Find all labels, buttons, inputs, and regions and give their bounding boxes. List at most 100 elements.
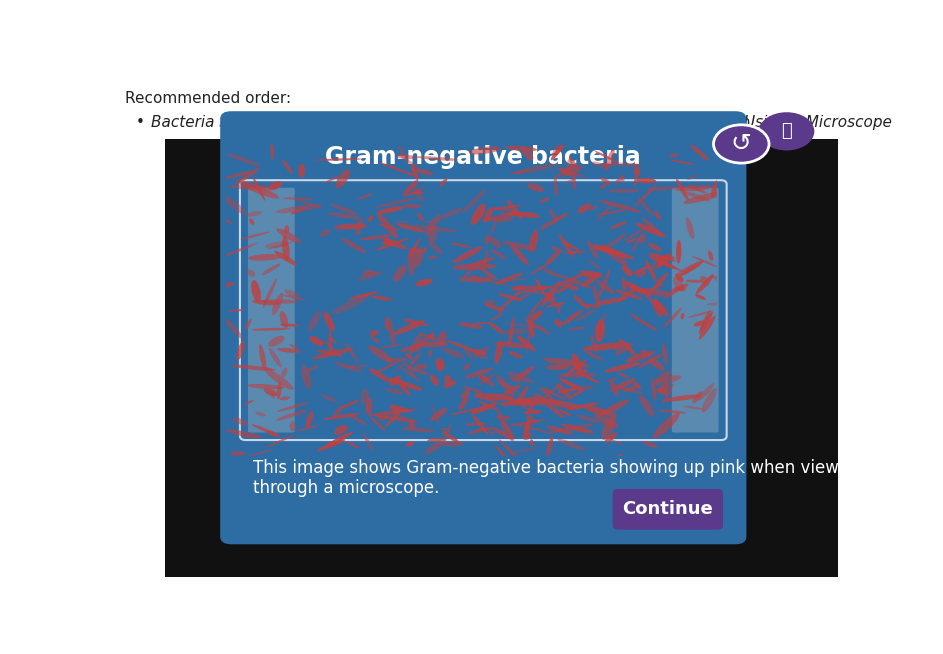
Ellipse shape — [438, 331, 447, 346]
Ellipse shape — [307, 311, 322, 332]
Ellipse shape — [591, 162, 610, 169]
Ellipse shape — [671, 284, 688, 292]
Ellipse shape — [508, 317, 515, 346]
Ellipse shape — [548, 404, 565, 418]
Ellipse shape — [499, 307, 505, 313]
Ellipse shape — [356, 271, 383, 281]
Ellipse shape — [653, 300, 669, 317]
Ellipse shape — [499, 439, 520, 460]
Text: Gram Staining: Gram Staining — [620, 114, 731, 129]
FancyBboxPatch shape — [165, 139, 837, 577]
Ellipse shape — [641, 218, 664, 237]
Ellipse shape — [502, 241, 538, 250]
Ellipse shape — [595, 320, 604, 342]
Ellipse shape — [444, 375, 452, 386]
Ellipse shape — [261, 300, 298, 303]
Ellipse shape — [408, 353, 421, 368]
Ellipse shape — [585, 304, 599, 307]
Ellipse shape — [280, 311, 289, 328]
Ellipse shape — [604, 432, 617, 443]
Ellipse shape — [269, 348, 282, 368]
Ellipse shape — [544, 390, 556, 405]
Ellipse shape — [389, 375, 401, 386]
Ellipse shape — [463, 347, 472, 359]
Ellipse shape — [495, 273, 523, 284]
Ellipse shape — [663, 383, 674, 404]
Ellipse shape — [550, 400, 563, 404]
Ellipse shape — [556, 168, 586, 177]
Ellipse shape — [230, 451, 245, 456]
Ellipse shape — [615, 175, 624, 184]
Ellipse shape — [198, 245, 216, 252]
Text: This image shows Gram-negative bacteria showing up pink when viewed
through a mi: This image shows Gram-negative bacteria … — [253, 458, 860, 498]
Ellipse shape — [372, 360, 402, 375]
Ellipse shape — [485, 398, 500, 404]
Ellipse shape — [226, 429, 262, 439]
Ellipse shape — [526, 415, 537, 424]
Ellipse shape — [626, 238, 637, 243]
Ellipse shape — [238, 181, 279, 199]
Ellipse shape — [593, 247, 622, 255]
Ellipse shape — [412, 247, 423, 267]
Ellipse shape — [410, 192, 423, 194]
Ellipse shape — [593, 285, 601, 308]
Ellipse shape — [576, 371, 600, 383]
Ellipse shape — [622, 266, 633, 276]
Ellipse shape — [587, 259, 601, 269]
Ellipse shape — [686, 217, 694, 239]
Ellipse shape — [547, 436, 554, 456]
Ellipse shape — [657, 303, 668, 314]
Ellipse shape — [453, 247, 483, 263]
FancyBboxPatch shape — [240, 181, 727, 440]
Ellipse shape — [324, 176, 339, 183]
Ellipse shape — [508, 377, 521, 383]
Ellipse shape — [249, 218, 255, 225]
Ellipse shape — [515, 386, 529, 406]
Ellipse shape — [653, 211, 661, 220]
Ellipse shape — [595, 246, 635, 259]
Ellipse shape — [357, 194, 372, 199]
Ellipse shape — [524, 285, 552, 290]
Ellipse shape — [334, 362, 362, 372]
Ellipse shape — [383, 237, 391, 244]
Ellipse shape — [696, 274, 714, 294]
Ellipse shape — [471, 351, 488, 360]
Ellipse shape — [524, 318, 551, 335]
Ellipse shape — [606, 378, 618, 381]
Ellipse shape — [567, 159, 573, 174]
Ellipse shape — [406, 441, 414, 447]
Ellipse shape — [408, 248, 422, 254]
Ellipse shape — [637, 178, 656, 184]
Ellipse shape — [690, 144, 709, 161]
Ellipse shape — [306, 366, 319, 371]
Ellipse shape — [516, 366, 535, 380]
Ellipse shape — [407, 249, 415, 277]
Ellipse shape — [372, 296, 392, 301]
Ellipse shape — [430, 375, 438, 386]
Ellipse shape — [295, 199, 322, 209]
Ellipse shape — [594, 413, 619, 428]
Ellipse shape — [484, 279, 509, 286]
Ellipse shape — [315, 158, 363, 161]
Ellipse shape — [486, 304, 505, 311]
Ellipse shape — [676, 286, 686, 291]
Ellipse shape — [388, 317, 395, 347]
Ellipse shape — [265, 434, 296, 447]
Ellipse shape — [488, 205, 521, 211]
Ellipse shape — [281, 368, 288, 377]
Ellipse shape — [503, 385, 521, 396]
Ellipse shape — [485, 275, 492, 281]
Ellipse shape — [231, 365, 275, 371]
Ellipse shape — [495, 341, 527, 348]
Ellipse shape — [499, 212, 537, 215]
Ellipse shape — [633, 237, 639, 251]
Ellipse shape — [407, 366, 429, 375]
Ellipse shape — [465, 368, 493, 379]
Ellipse shape — [480, 375, 494, 387]
Ellipse shape — [276, 228, 301, 243]
Ellipse shape — [622, 226, 651, 241]
Ellipse shape — [685, 192, 710, 201]
Ellipse shape — [370, 416, 386, 431]
Ellipse shape — [621, 277, 626, 290]
Ellipse shape — [390, 405, 401, 414]
